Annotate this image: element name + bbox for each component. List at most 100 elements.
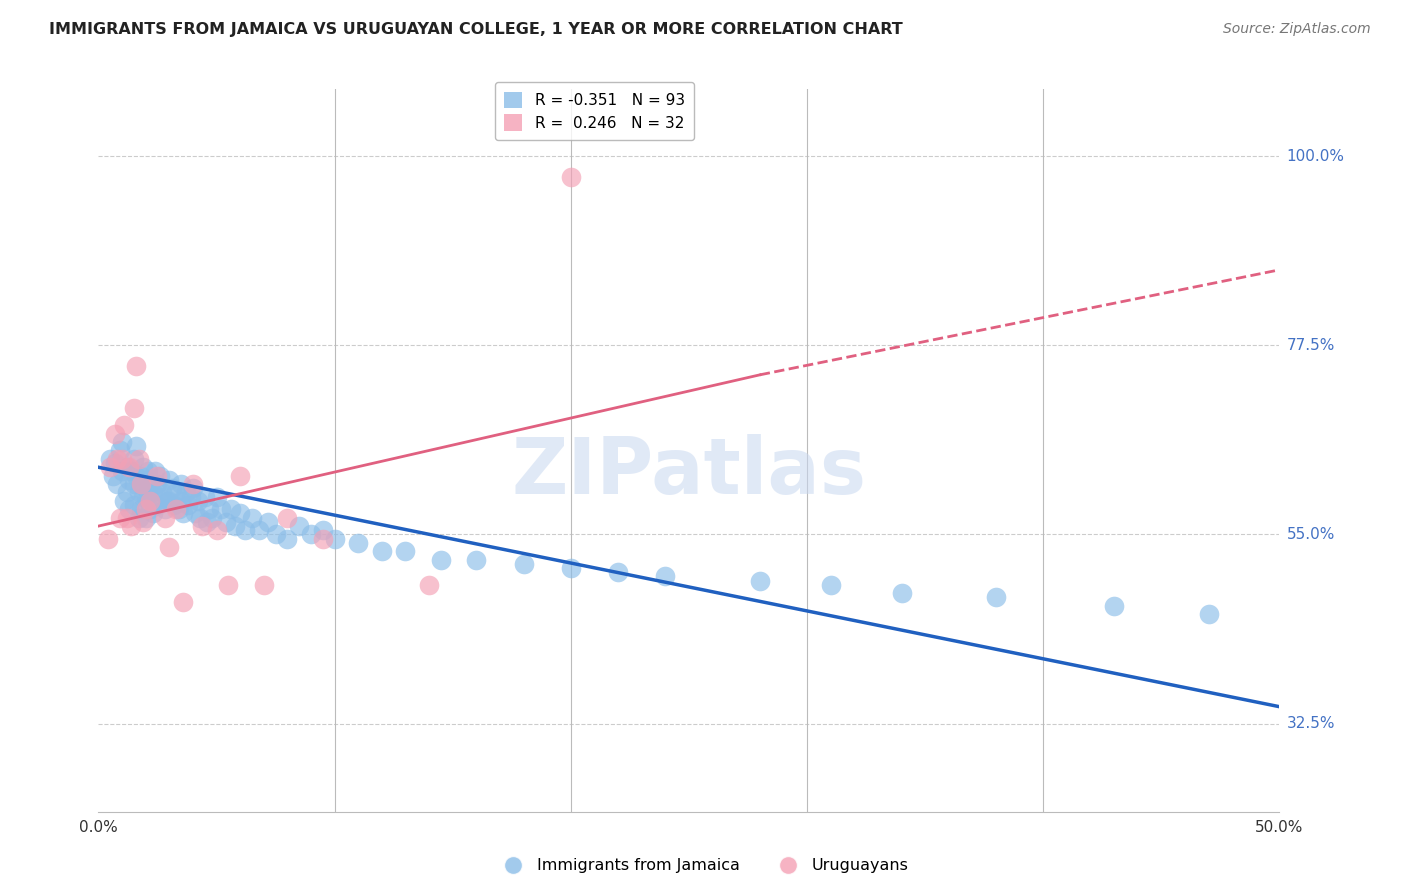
Point [115,460,138,475]
Point [135,473,157,487]
Point [276,532,298,546]
Point [153,502,176,516]
Point [172,595,194,609]
Point [139,477,162,491]
Text: 55.0%: 55.0% [1286,527,1334,542]
Point [371,544,394,558]
Point [312,523,335,537]
Point [118,460,141,475]
Point [129,502,152,516]
Text: 77.5%: 77.5% [1286,338,1334,353]
Point [146,468,169,483]
Text: Source: ZipAtlas.com: Source: ZipAtlas.com [1223,22,1371,37]
Point [174,485,197,500]
Point [165,502,187,516]
Point [146,477,169,491]
Point [129,477,152,491]
Text: ZIPatlas: ZIPatlas [512,434,866,510]
Point [172,507,194,521]
Point [146,498,169,512]
Point [157,540,180,554]
Point [153,510,176,524]
Point [121,519,143,533]
Point [418,578,440,592]
Point [167,502,190,516]
Point [312,532,335,546]
Point [111,451,134,466]
Point [180,490,202,504]
Point [299,527,322,541]
Point [512,557,534,571]
Point [394,544,416,558]
Point [98,460,121,475]
Point [105,451,128,466]
Point [195,515,218,529]
Point [132,490,155,504]
Point [560,170,582,185]
Point [136,465,159,479]
Point [181,477,204,491]
Point [157,494,180,508]
Point [187,494,209,508]
Point [135,502,157,516]
Point [122,498,145,512]
Point [191,519,214,533]
Point [112,494,135,508]
Point [157,473,180,487]
Point [125,439,148,453]
Point [233,523,256,537]
Point [323,532,346,546]
Point [1102,599,1125,613]
Point [139,494,162,508]
Point [112,418,135,433]
Point [125,359,148,374]
Legend: Immigrants from Jamaica, Uruguayans: Immigrants from Jamaica, Uruguayans [491,852,915,880]
Point [215,515,238,529]
Point [111,465,134,479]
Point [149,468,172,483]
Point [156,494,179,508]
Point [184,507,207,521]
Point [111,435,134,450]
Point [224,519,246,533]
Point [276,510,298,524]
Point [115,485,138,500]
Point [165,485,187,500]
Point [118,473,141,487]
Point [125,468,148,483]
Point [163,498,186,512]
Point [194,490,217,504]
Point [129,477,152,491]
Point [1198,607,1220,622]
Point [170,494,193,508]
Point [128,510,150,524]
Point [160,481,183,495]
Point [101,468,124,483]
Point [209,502,232,516]
Point [560,561,582,575]
Point [149,490,172,504]
Point [128,451,150,466]
Point [264,527,287,541]
Point [108,443,131,458]
Text: 32.5%: 32.5% [1286,716,1336,731]
Point [229,468,252,483]
Point [105,477,128,491]
Legend: R = -0.351   N = 93, R =  0.246   N = 32: R = -0.351 N = 93, R = 0.246 N = 32 [495,82,695,140]
Point [170,477,193,491]
Point [136,485,159,500]
Point [177,498,200,512]
Point [253,578,276,592]
Point [188,510,211,524]
Point [430,552,453,566]
Point [748,574,770,588]
Text: IMMIGRANTS FROM JAMAICA VS URUGUAYAN COLLEGE, 1 YEAR OR MORE CORRELATION CHART: IMMIGRANTS FROM JAMAICA VS URUGUAYAN COL… [49,22,903,37]
Point [132,460,155,475]
Point [205,490,228,504]
Point [890,586,912,600]
Point [205,523,228,537]
Point [288,519,311,533]
Point [135,510,157,524]
Point [240,510,263,524]
Point [132,515,155,529]
